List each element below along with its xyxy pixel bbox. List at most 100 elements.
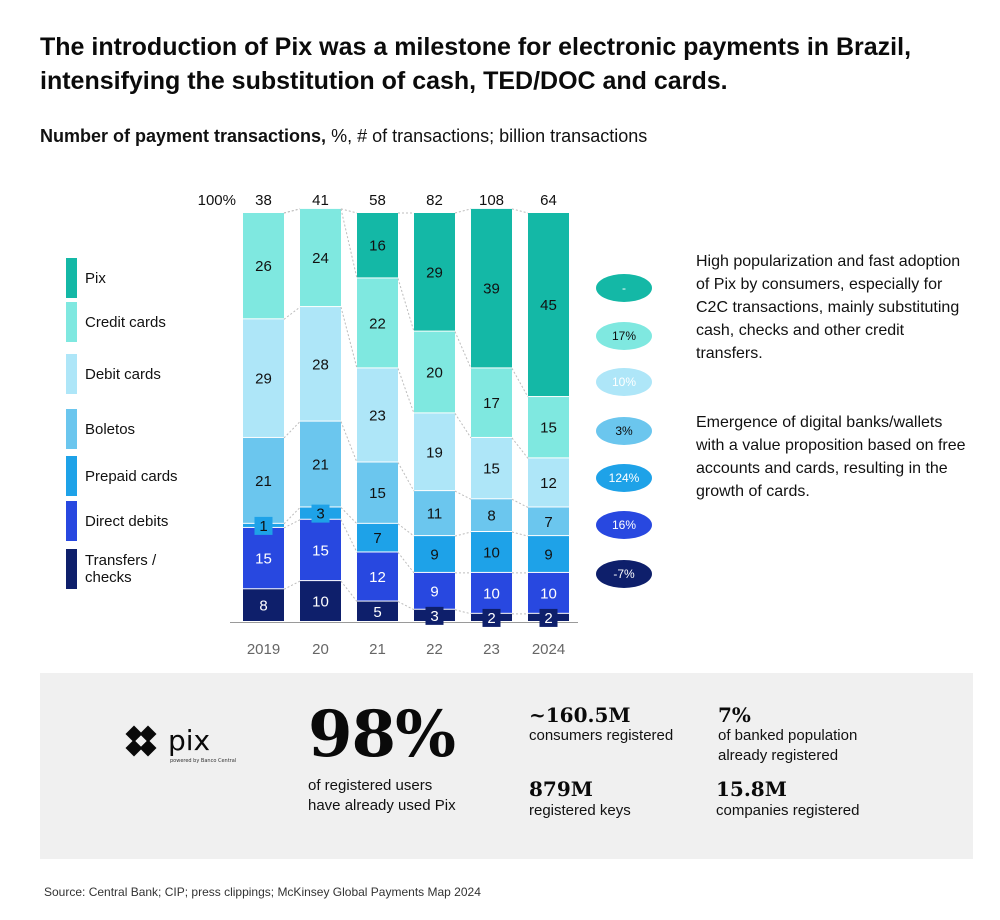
value-label-transfers-checks: 3 (430, 608, 438, 625)
used-pix-caption: of registered users have already used Pix (308, 776, 456, 816)
connector-line (511, 368, 529, 398)
category-label: 2024 (532, 641, 565, 658)
connector-line (511, 208, 529, 214)
connector-line (454, 531, 472, 537)
value-label-direct-debits: 15 (255, 551, 272, 568)
connector-line (283, 519, 301, 529)
legend-swatch-transfers-checks (66, 549, 77, 589)
value-label-direct-debits: 12 (369, 569, 386, 586)
connector-line (283, 507, 301, 525)
legend-swatch-prepaid-cards (66, 456, 77, 496)
used-pix-caption-line1: of registered users (308, 777, 433, 794)
legend-label-credit-cards: Credit cards (85, 313, 166, 331)
growth-badge-pix (596, 274, 652, 302)
consumers-registered-value: ~160.5M (529, 703, 631, 727)
used-pix-caption-line2: have already used Pix (308, 797, 456, 814)
bar-total-label: 58 (369, 192, 386, 209)
value-label-pix: 16 (369, 238, 386, 255)
value-label-boletos: 15 (369, 485, 386, 502)
bar-segment-debit-cards-22 (414, 413, 455, 491)
value-label-credit-cards: 15 (540, 420, 557, 437)
legend-label-boletos: Boletos (85, 420, 136, 438)
bar-segment-transfers-checks-20 (300, 581, 341, 621)
legend-item-boletos: Boletos (66, 409, 135, 449)
note-digital-banks: Emergence of digital banks/wallets with … (696, 414, 966, 500)
value-label-debit-cards: 23 (369, 407, 386, 424)
legend-label-transfers-checks: Transfers / checks (85, 552, 156, 586)
value-label-debit-cards: 15 (483, 461, 500, 478)
value-label-transfers-checks: 5 (373, 604, 381, 621)
growth-badge-transfers-checks (596, 560, 652, 588)
growth-badge-direct-debits (596, 511, 652, 539)
chart-subtitle: Number of payment transactions, %, # of … (40, 126, 647, 147)
small-value-chip (539, 608, 558, 627)
category-label: 21 (369, 641, 386, 658)
category-label: 22 (426, 641, 443, 658)
growth-badge-label-debit-cards: 10% (612, 375, 636, 389)
bar-segment-boletos-2019 (243, 437, 284, 523)
value-label-prepaid-cards: 3 (316, 506, 324, 523)
bar-segment-boletos-21 (357, 462, 398, 523)
bar-segment-boletos-22 (414, 491, 455, 536)
pix-logo-wordmark: pix (168, 724, 210, 757)
value-label-debit-cards: 19 (426, 444, 443, 461)
value-label-prepaid-cards: 9 (430, 547, 438, 564)
legend-item-prepaid-cards: Prepaid cards (66, 456, 178, 496)
registered-keys-caption: registered keys (529, 802, 631, 819)
small-value-chip (254, 516, 273, 535)
value-label-direct-debits: 10 (483, 585, 500, 602)
bar-segment-debit-cards-20 (300, 307, 341, 421)
companies-registered-caption: companies registered (716, 802, 860, 819)
value-label-credit-cards: 26 (255, 258, 272, 275)
companies-registered-value: 15.8M (716, 777, 787, 801)
connector-line (283, 580, 301, 590)
connector-line (397, 552, 415, 574)
bar-segment-prepaid-cards-21 (357, 523, 398, 552)
bar-segment-boletos-2024 (528, 507, 569, 536)
bar-segment-prepaid-cards-22 (414, 536, 455, 572)
growth-badge-label-boletos: 3% (615, 424, 633, 438)
growth-badge-debit-cards (596, 368, 652, 396)
connector-line (340, 421, 358, 463)
connector-line (340, 208, 358, 279)
connector-line (454, 609, 472, 615)
connector-line (454, 208, 472, 214)
bar-total-label: 41 (312, 192, 329, 209)
legend-item-transfers-checks: Transfers / checks (66, 549, 156, 589)
bar-segment-direct-debits-22 (414, 572, 455, 609)
banked-population-value: 7% (718, 703, 751, 727)
legend-swatch-debit-cards (66, 354, 77, 394)
growth-badge-label-transfers-checks: -7% (613, 567, 635, 581)
bar-segment-pix-23 (471, 208, 512, 368)
connector-line (283, 421, 301, 439)
connector-line (454, 490, 472, 500)
connector-line (511, 531, 529, 537)
legend-swatch-credit-cards (66, 302, 77, 342)
legend-swatch-direct-debits (66, 501, 77, 541)
bar-segment-debit-cards-2019 (243, 319, 284, 437)
bar-segment-pix-2024 (528, 213, 569, 397)
value-label-direct-debits: 15 (312, 542, 329, 559)
value-label-debit-cards: 29 (255, 371, 272, 388)
bar-segment-credit-cards-2019 (243, 213, 284, 319)
value-label-boletos: 7 (544, 514, 552, 531)
category-label: 20 (312, 641, 329, 658)
bar-segment-transfers-checks-2019 (243, 589, 284, 621)
value-label-credit-cards: 17 (483, 395, 500, 412)
value-label-credit-cards: 22 (369, 315, 386, 332)
consumers-registered-caption: consumers registered (529, 727, 674, 744)
value-label-pix: 29 (426, 264, 443, 281)
bar-segment-credit-cards-20 (300, 208, 341, 307)
connector-line (340, 208, 358, 214)
note-pix-adoption: High popularization and fast adoption of… (696, 253, 961, 362)
connector-line (511, 437, 529, 459)
growth-badge-prepaid-cards (596, 464, 652, 492)
banked-caption-line2: already registered (718, 747, 839, 764)
bar-segment-debit-cards-2024 (528, 458, 569, 507)
legend-item-credit-cards: Credit cards (66, 302, 166, 342)
value-label-pix: 45 (540, 297, 557, 314)
bar-total-label: 64 (540, 192, 557, 209)
value-label-boletos: 11 (427, 506, 443, 523)
y-top-label: 100% (198, 192, 236, 209)
bar-segment-direct-debits-21 (357, 552, 398, 601)
